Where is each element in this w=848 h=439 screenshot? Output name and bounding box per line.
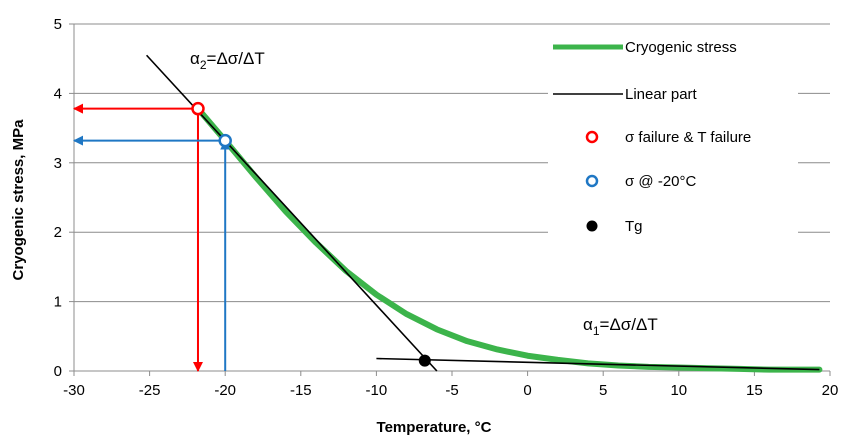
legend-label-tg: Tg [625,218,643,235]
annotation-rest: =Δσ/ΔT [600,315,658,334]
x-tick-label: -20 [214,382,236,399]
x-tick-label: -10 [366,382,388,399]
x-tick-label: -30 [63,382,85,399]
x-tick-label: 5 [599,382,607,399]
cryogenic-stress-line [194,105,823,373]
x-tick-label: -25 [139,382,161,399]
x-tick-label: -5 [445,382,458,399]
legend-key-at-minus20 [585,174,599,188]
legend-label-linear-part: Linear part [625,86,698,103]
at-minus20-point [218,133,232,148]
alpha1-annotation: α1=Δσ/ΔT [583,315,658,338]
y-axis-title: Cryogenic stress, MPa [10,119,27,281]
x-tick-label: 0 [523,382,531,399]
failure-point [191,101,205,116]
legend-label-at-minus20: σ @ -20°C [625,173,696,190]
legend-label-cryogenic-stress: Cryogenic stress [625,39,737,56]
legend-key-tg [586,220,598,232]
y-tick-label: 3 [54,155,62,172]
y-tick-label: 2 [54,224,62,241]
x-tick-label: 15 [746,382,763,399]
linear-part-segment-2 [376,357,820,371]
x-tick-label: 20 [822,382,839,399]
tg-point [418,354,431,367]
y-tick-label: 0 [54,363,62,380]
legend-key-failure [585,130,599,144]
y-tick-label: 1 [54,294,62,311]
legend-label-failure: σ failure & T failure [625,129,751,146]
arrows-layer [73,103,231,372]
x-tick-label: -15 [290,382,312,399]
annotation-subscript: 1 [593,324,600,338]
annotation-base: α [190,49,200,68]
alpha2-annotation: α2=Δσ/ΔT [190,49,265,72]
y-tick-label: 5 [54,16,62,33]
y-tick-label: 4 [54,85,62,102]
x-tick-label: 10 [670,382,687,399]
annotation-base: α [583,315,593,334]
tick-labels: 0 1 2 3 4 5 -30 -25 -20 -15 -10 -5 0 5 10 15 20 [54,16,839,399]
legend: Cryogenic stress Linear part σ failure &… [548,28,798,254]
annotation-subscript: 2 [200,58,207,72]
markers-layer [191,101,431,367]
linear-part-segment-1 [145,54,438,372]
x-axis-title: Temperature, °C [377,419,492,436]
annotation-rest: =Δσ/ΔT [207,49,265,68]
